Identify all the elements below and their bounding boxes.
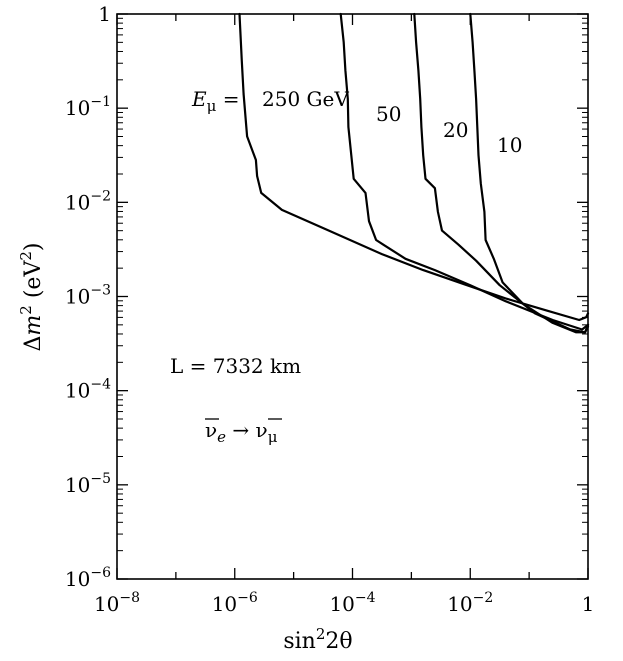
y-tick-label: 10−6	[65, 565, 111, 591]
tick-labels: 10−8 10−6 10−4 10−2 1110−110−210−310−410−510…	[65, 2, 594, 616]
label-20: 20	[443, 118, 468, 142]
label-250-gev: 250 GeV	[262, 87, 349, 111]
y-tick-label: 10−4	[65, 377, 111, 403]
x-tick-label: 10−8	[94, 590, 140, 616]
x-axis-label: sin22θ	[283, 625, 352, 654]
x-tick-label: 10−4	[329, 590, 375, 616]
curve-20-gev	[413, 12, 590, 334]
channel-annotation: νe → νμ	[205, 418, 282, 446]
y-tick-label: 10−1	[65, 94, 111, 120]
y-tick-label: 10−5	[65, 471, 111, 497]
y-tick-label: 10−2	[65, 188, 111, 214]
y-tick-label: 1	[98, 2, 111, 26]
x-tick-label: 1	[582, 592, 595, 616]
y-tick-label: 10−3	[65, 283, 111, 309]
label-10: 10	[497, 133, 522, 157]
svg-text:νe → νμ: νe → νμ	[205, 418, 278, 446]
curve-250-gev	[238, 12, 590, 322]
baseline-annotation: L = 7332 km	[170, 354, 301, 378]
curve-50-gev	[339, 12, 590, 331]
contour-curves	[238, 12, 590, 334]
label-50: 50	[376, 102, 401, 126]
curve-10-gev	[469, 12, 590, 334]
x-tick-label: 10−2	[447, 590, 493, 616]
y-axis-label: Δm2 (eV2)	[17, 243, 46, 352]
energy-annotation: Eμ =	[191, 87, 239, 115]
x-tick-label: 10−6	[212, 590, 258, 616]
tick-marks	[116, 13, 589, 580]
